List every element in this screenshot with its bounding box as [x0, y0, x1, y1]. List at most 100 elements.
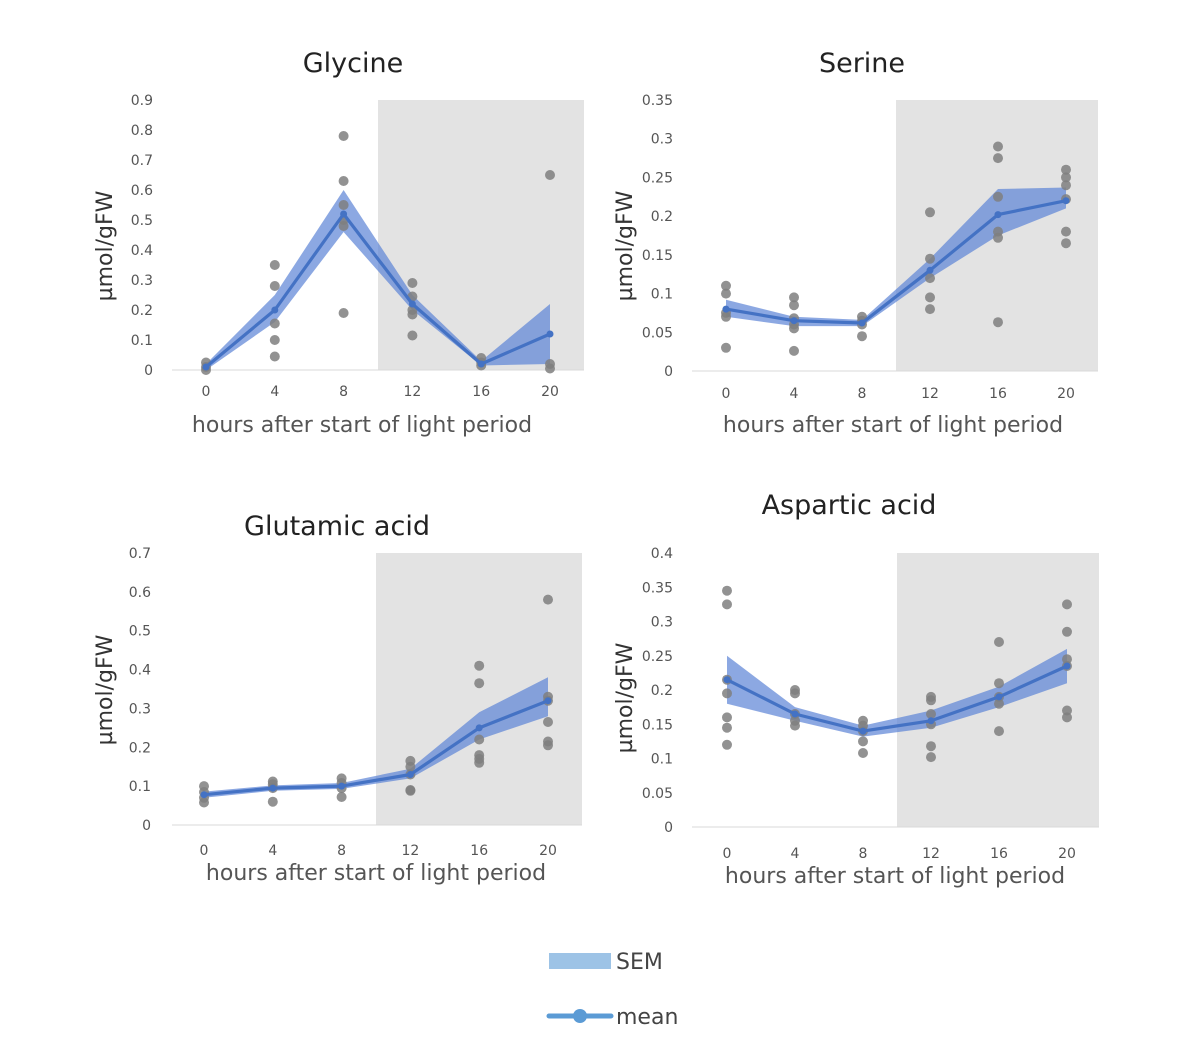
mean-marker — [927, 717, 935, 725]
y-tick-label: 0 — [144, 363, 153, 379]
data-point — [722, 688, 732, 699]
x-tick-label: 0 — [723, 846, 732, 862]
x-tick-label: 16 — [472, 384, 490, 400]
x-tick-label: 0 — [202, 384, 211, 400]
data-point — [269, 281, 280, 291]
data-point — [789, 323, 799, 334]
data-point — [407, 330, 418, 341]
mean-marker — [1063, 662, 1071, 670]
data-point — [1061, 164, 1071, 175]
data-point — [267, 796, 278, 807]
y-tick-label: 0.4 — [129, 663, 151, 679]
mean-marker — [340, 210, 348, 218]
sem-legend-swatch — [549, 953, 611, 969]
mean-marker — [994, 211, 1002, 219]
mean-marker — [859, 727, 867, 735]
mean-line — [726, 664, 1068, 733]
serine-chart: Serine hours after start of light period… — [613, 48, 1098, 438]
mean-marker — [791, 710, 799, 718]
data-point — [925, 207, 935, 218]
data-point — [790, 720, 800, 731]
y-tick-label: 0.3 — [651, 615, 673, 631]
y-tick-label: 0 — [142, 818, 151, 834]
mean-line — [203, 699, 549, 797]
glutamic-acid-chart: Glutamic acid hours after start of light… — [93, 511, 582, 886]
y-tick-label: 0.1 — [129, 779, 151, 795]
x-tick-label: 16 — [989, 386, 1007, 402]
data-point — [994, 678, 1004, 689]
data-point — [721, 288, 731, 299]
y-axis-label: µmol/gFW — [93, 190, 118, 301]
y-axis-label: µmol/gFW — [613, 190, 638, 301]
mean-line — [725, 199, 1067, 325]
x-tick-label: 8 — [858, 386, 867, 402]
x-axis-label: hours after start of light period — [723, 413, 1063, 438]
x-tick-label: 12 — [403, 384, 421, 400]
x-axis-label: hours after start of light period — [192, 413, 532, 438]
y-tick-label: 0.1 — [131, 333, 153, 349]
y-tick-label: 0.35 — [642, 93, 673, 109]
data-point — [993, 317, 1003, 328]
y-tick-label: 0.5 — [129, 624, 151, 640]
x-tick-label: 0 — [722, 386, 731, 402]
x-tick-label: 8 — [859, 846, 868, 862]
data-point — [721, 342, 731, 353]
data-point — [993, 153, 1003, 164]
data-point — [405, 761, 416, 772]
mean-marker — [271, 306, 279, 314]
data-point — [789, 300, 799, 311]
data-point — [474, 734, 485, 745]
mean-marker — [722, 305, 730, 313]
data-point — [474, 757, 485, 768]
mean-marker — [202, 363, 210, 371]
x-tick-label: 16 — [470, 843, 488, 859]
data-point — [1061, 238, 1071, 249]
data-point — [722, 585, 732, 596]
data-point — [993, 191, 1003, 202]
data-point — [543, 717, 553, 727]
data-point — [338, 176, 349, 186]
y-tick-label: 0.9 — [131, 93, 153, 109]
y-tick-label: 0.15 — [642, 248, 673, 264]
mean-marker — [408, 300, 416, 308]
plot-area — [172, 553, 582, 826]
mean-marker — [544, 697, 552, 705]
x-tick-label: 12 — [922, 846, 940, 862]
y-tick-label: 0.7 — [129, 546, 151, 562]
x-tick-label: 4 — [791, 846, 800, 862]
data-point — [338, 131, 349, 141]
y-axis-label: µmol/gFW — [613, 642, 638, 753]
data-point — [993, 232, 1003, 243]
mean-marker — [995, 693, 1003, 701]
x-tick-label: 12 — [921, 386, 939, 402]
data-point — [338, 308, 349, 318]
y-tick-label: 0.25 — [642, 170, 673, 186]
data-point — [407, 309, 418, 320]
y-tick-label: 0.2 — [129, 740, 151, 756]
y-tick-label: 0.7 — [131, 153, 153, 169]
plot-area — [692, 553, 1099, 828]
y-tick-label: 0.1 — [651, 287, 673, 303]
dark-period-shading — [376, 553, 582, 825]
mean-line — [204, 212, 551, 369]
data-point — [721, 280, 731, 291]
data-point — [1062, 599, 1072, 610]
data-point — [925, 273, 935, 284]
y-tick-label: 0.25 — [642, 649, 673, 665]
data-point — [338, 200, 349, 210]
data-point — [858, 736, 868, 747]
data-point — [925, 253, 935, 264]
data-point — [858, 748, 868, 758]
y-tick-label: 0.6 — [131, 183, 153, 199]
data-point — [722, 722, 732, 733]
data-point — [789, 345, 799, 356]
data-point — [407, 278, 418, 288]
data-point — [269, 335, 280, 345]
y-tick-label: 0.15 — [642, 717, 673, 733]
data-point — [925, 304, 935, 315]
plot-area — [172, 100, 584, 375]
data-point — [545, 170, 555, 180]
mean-marker — [475, 724, 483, 732]
chart-title: Glutamic acid — [244, 511, 430, 542]
y-tick-label: 0.4 — [651, 546, 673, 562]
